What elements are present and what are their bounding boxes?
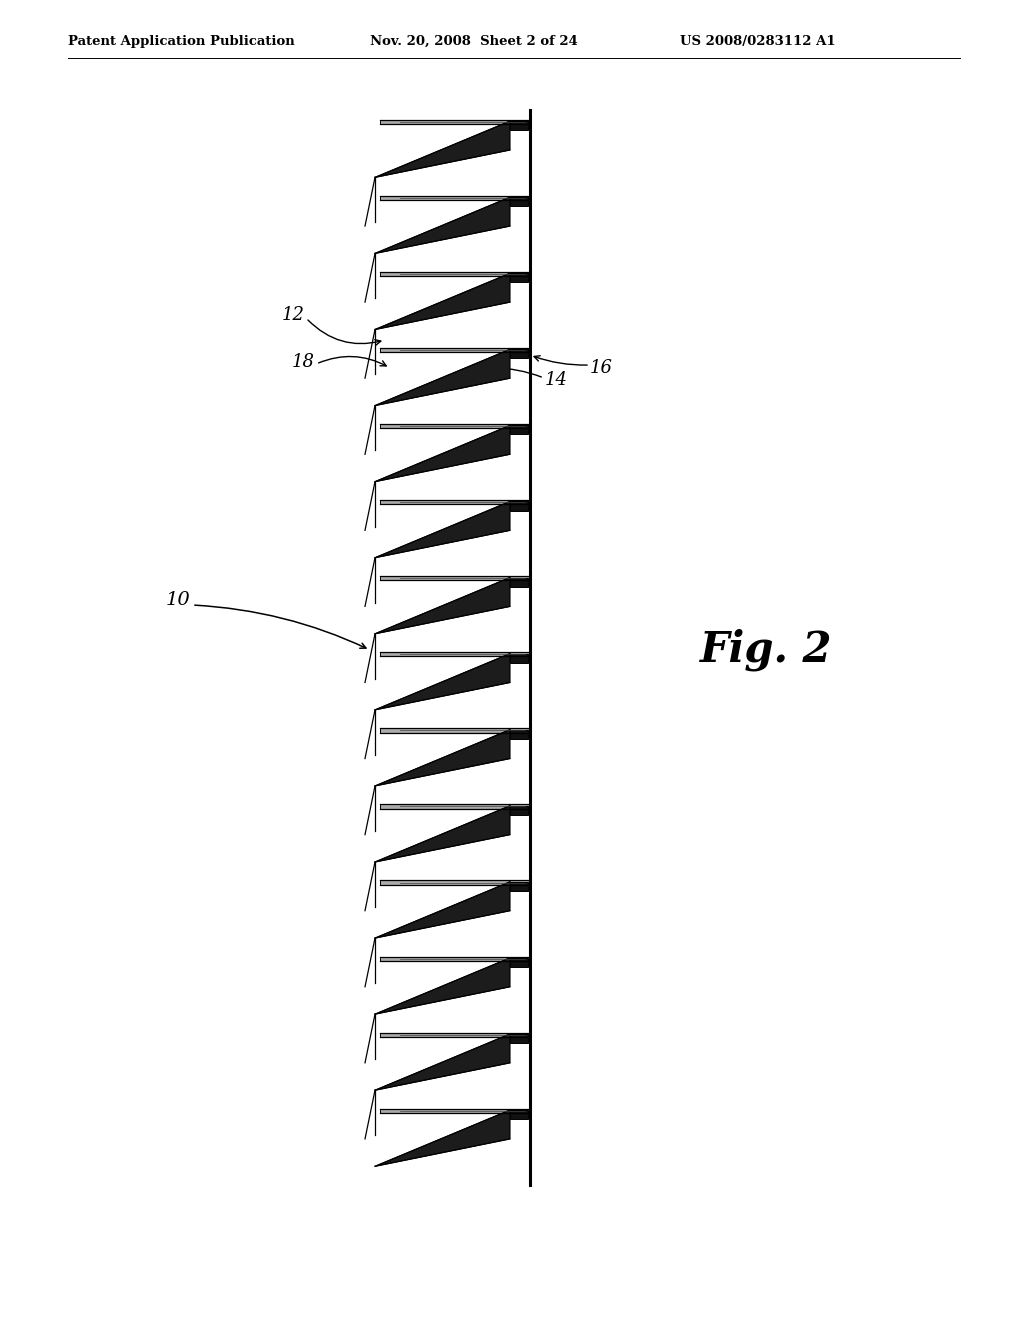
Text: 12: 12	[282, 306, 305, 323]
Bar	[380, 348, 530, 352]
Polygon shape	[375, 578, 510, 634]
Polygon shape	[375, 805, 510, 862]
Text: 14: 14	[545, 371, 568, 389]
Polygon shape	[375, 425, 510, 482]
Text: 18: 18	[292, 352, 315, 371]
Polygon shape	[375, 197, 510, 253]
Polygon shape	[375, 653, 510, 710]
Bar	[510, 882, 528, 891]
Polygon shape	[375, 1034, 510, 1090]
Bar	[380, 957, 530, 961]
Polygon shape	[375, 958, 510, 1014]
Bar	[380, 1109, 530, 1113]
Polygon shape	[375, 730, 510, 785]
Polygon shape	[375, 273, 510, 330]
Bar	[510, 1034, 528, 1043]
Text: Fig. 2: Fig. 2	[700, 628, 833, 672]
Bar	[510, 730, 528, 739]
Bar	[380, 1032, 530, 1036]
Bar	[510, 197, 528, 206]
Bar	[510, 425, 528, 434]
Bar	[510, 1110, 528, 1119]
Bar	[510, 653, 528, 663]
Bar	[380, 500, 530, 504]
Polygon shape	[375, 502, 510, 558]
Bar	[380, 424, 530, 428]
Polygon shape	[375, 1110, 510, 1167]
Bar	[380, 804, 530, 809]
Bar	[510, 121, 528, 131]
Polygon shape	[375, 882, 510, 939]
Bar	[510, 273, 528, 282]
Bar	[380, 577, 530, 581]
Text: Patent Application Publication: Patent Application Publication	[68, 36, 295, 48]
Text: US 2008/0283112 A1: US 2008/0283112 A1	[680, 36, 836, 48]
Polygon shape	[375, 121, 510, 177]
Bar	[380, 120, 530, 124]
Bar	[380, 272, 530, 276]
Polygon shape	[375, 350, 510, 405]
Bar	[510, 958, 528, 968]
Bar	[510, 578, 528, 586]
Bar	[510, 805, 528, 814]
Text: Nov. 20, 2008  Sheet 2 of 24: Nov. 20, 2008 Sheet 2 of 24	[370, 36, 578, 48]
Bar	[510, 502, 528, 511]
Bar	[380, 195, 530, 201]
Text: 10: 10	[165, 591, 190, 609]
Bar	[380, 880, 530, 884]
Bar	[510, 350, 528, 359]
Bar	[380, 729, 530, 733]
Bar	[380, 652, 530, 656]
Text: 16: 16	[590, 359, 613, 378]
